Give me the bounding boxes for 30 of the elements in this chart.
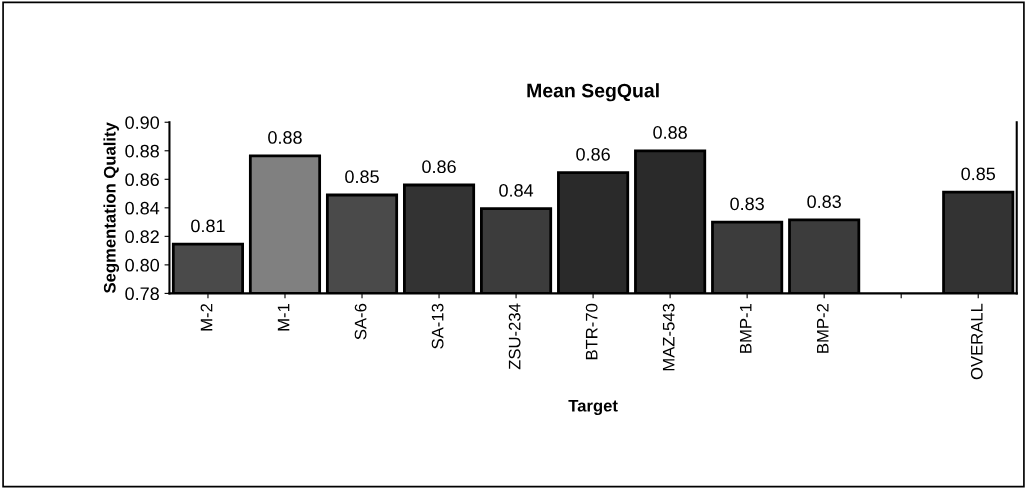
x-tick-label: BTR-70 [585,303,598,360]
x-tick-label: BMP-1 [739,303,752,353]
x-tick-label: OVERALL [970,303,983,380]
data-label: 0.83 [730,197,764,211]
y-axis-title: Segmentation Quality [103,122,120,293]
data-label: 0.88 [653,126,687,139]
y-tick-label: 0.90 [125,116,160,129]
x-tick-label: ZSU-234 [508,303,521,370]
data-label: 0.86 [576,147,610,161]
data-label: 0.84 [499,183,534,197]
data-label: 0.85 [345,170,379,184]
chart-title: Mean SegQual [527,83,659,102]
y-tick-label: 0.82 [125,230,159,244]
x-axis-title: Target [568,399,618,415]
y-tick-label: 0.86 [125,173,159,187]
data-label: 0.85 [961,167,996,181]
data-label: 0.81 [191,219,225,233]
y-tick-label: 0.78 [125,287,159,301]
x-tick-label: SA-13 [431,303,444,349]
x-tick-label: M-1 [277,303,290,331]
data-label: 0.88 [268,131,302,144]
y-tick-label: 0.88 [125,144,159,158]
y-tick-label: 0.84 [125,201,160,215]
data-label: 0.83 [807,195,841,209]
y-tick-label: 0.80 [125,258,160,272]
x-tick-label: MAZ-543 [662,303,675,371]
x-tick-label: SA-6 [354,303,367,340]
data-label: 0.86 [422,160,456,174]
x-tick-label: BMP-2 [816,303,829,353]
x-tick-label: M-2 [200,303,213,331]
